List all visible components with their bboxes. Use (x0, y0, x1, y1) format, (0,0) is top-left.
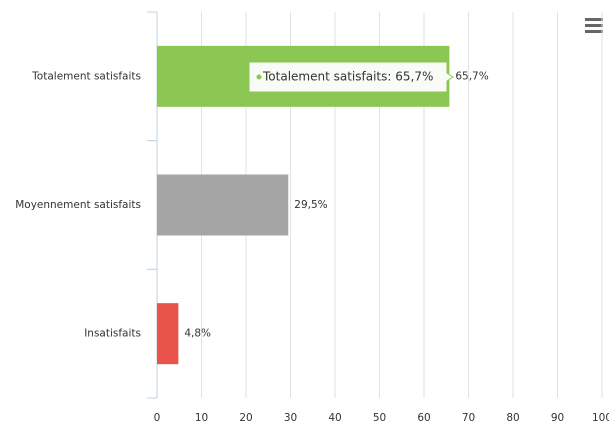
bar (157, 303, 179, 365)
y-tick-label: Moyennement satisfaits (15, 199, 141, 211)
value-label: 4,8% (184, 328, 211, 340)
tooltip-text: Totalement satisfaits: 65,7% (262, 70, 433, 84)
menu-button[interactable] (585, 18, 603, 33)
x-tick-label: 70 (462, 412, 475, 424)
x-tick-label: 10 (195, 412, 208, 424)
x-tick-label: 80 (506, 412, 519, 424)
x-tick-label: 0 (154, 412, 161, 424)
menu-bar (585, 18, 603, 21)
x-tick-label: 40 (328, 412, 341, 424)
x-tick-label: 60 (417, 412, 430, 424)
menu-bar (585, 30, 603, 33)
x-tick-label: 100 (592, 412, 609, 424)
value-label: 29,5% (294, 199, 327, 211)
menu-bar (585, 24, 603, 27)
x-tick-label: 20 (239, 412, 252, 424)
bar (157, 174, 289, 236)
tooltip-dot (256, 74, 262, 80)
y-tick-label: Insatisfaits (84, 328, 141, 340)
tooltip-box (248, 61, 454, 93)
x-tick-label: 30 (284, 412, 297, 424)
x-tick-label: 50 (373, 412, 386, 424)
x-tick-label: 90 (551, 412, 564, 424)
y-tick-label: Totalement satisfaits (31, 70, 141, 82)
tooltip: Totalement satisfaits: 65,7% (248, 61, 454, 93)
value-label: 65,7% (455, 70, 488, 82)
